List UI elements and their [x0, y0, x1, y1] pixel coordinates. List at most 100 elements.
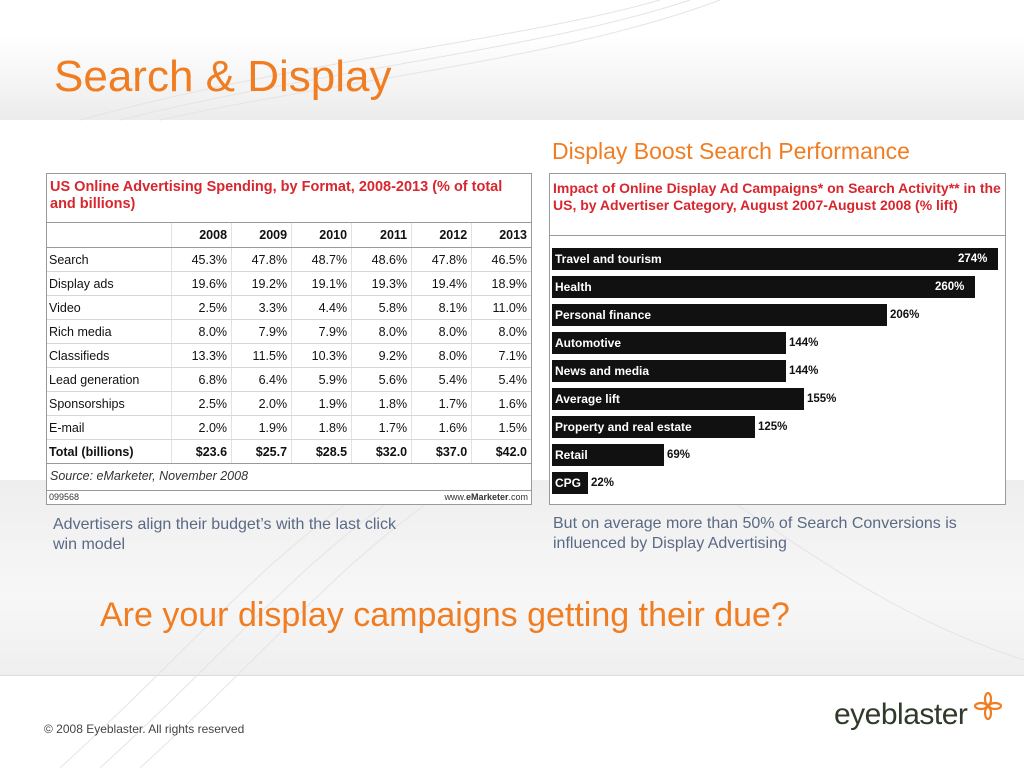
bar-value-label: 274%: [958, 253, 988, 265]
table-cell: 46.5%: [471, 247, 531, 272]
bar-value-label: 260%: [935, 281, 965, 293]
table-row-label: Total (billions): [47, 439, 172, 464]
table-cell: 19.6%: [170, 271, 232, 296]
bar: Retail: [552, 444, 664, 466]
table-cell: 7.9%: [291, 319, 352, 344]
table-cell: 13.3%: [170, 343, 232, 368]
bar-value-label: 206%: [890, 309, 920, 321]
emarketer-website: www.eMarketer.com: [444, 492, 528, 502]
table-cell: 1.8%: [291, 415, 352, 440]
bar: Average lift: [552, 388, 804, 410]
table-cell: 48.7%: [291, 247, 352, 272]
bar: Property and real estate: [552, 416, 755, 438]
table-cell: 19.1%: [291, 271, 352, 296]
table-cell: 11.0%: [471, 295, 531, 320]
table-cell: 6.8%: [170, 367, 232, 392]
table-header-cell: 2011: [351, 222, 412, 248]
bar: Travel and tourism: [552, 248, 998, 270]
table-cell: 2.0%: [231, 391, 292, 416]
table-cell: 2.0%: [170, 415, 232, 440]
table-cell: 11.5%: [231, 343, 292, 368]
table-cell: $25.7: [231, 439, 292, 464]
table-header-cell: 2013: [471, 222, 531, 248]
table-cell: 5.4%: [471, 367, 531, 392]
table-row-label: Rich media: [47, 319, 172, 344]
table-cell: 48.6%: [351, 247, 412, 272]
table-cell: 8.0%: [411, 319, 472, 344]
table-footer: 099568 www.eMarketer.com: [47, 490, 531, 504]
bar-row: Personal finance 206%: [552, 304, 998, 326]
table-cell: $28.5: [291, 439, 352, 464]
table-cell: 1.9%: [231, 415, 292, 440]
table-cell: 47.8%: [231, 247, 292, 272]
table-cell: 1.5%: [471, 415, 531, 440]
table-row: Lead generation 6.8% 6.4% 5.9% 5.6% 5.4% 5.4%: [47, 367, 531, 392]
table-cell: 1.6%: [411, 415, 472, 440]
table-cell: $42.0: [471, 439, 531, 464]
chart-title: Impact of Online Display Ad Campaigns* o…: [553, 180, 1001, 213]
table-header-cell: 2012: [411, 222, 472, 248]
table-cell: $32.0: [351, 439, 412, 464]
table-cell: 47.8%: [411, 247, 472, 272]
bar-value-label: 22%: [591, 477, 615, 489]
table-cell: 2.5%: [170, 295, 232, 320]
table-cell: 6.4%: [231, 367, 292, 392]
bar-row: Travel and tourism 274%: [552, 248, 998, 270]
table-header-row: 2008 2009 2010 2011 2012 2013: [47, 222, 531, 248]
table-cell: 1.7%: [411, 391, 472, 416]
table-cell: 4.4%: [291, 295, 352, 320]
table-cell: 1.9%: [291, 391, 352, 416]
table-row-label: Video: [47, 295, 172, 320]
table-row: Classifieds 13.3% 11.5% 10.3% 9.2% 8.0% 7.1%: [47, 343, 531, 368]
bar-value-label: 125%: [758, 421, 788, 433]
slide-subtitle: Display Boost Search Performance: [552, 138, 910, 164]
table-source: Source: eMarketer, November 2008: [50, 469, 249, 483]
table-header-cell: 2010: [291, 222, 352, 248]
bar-chart: Travel and tourism 274% Health 260% Personal…: [552, 248, 1002, 498]
table-cell: 7.1%: [471, 343, 531, 368]
table-cell: 1.7%: [351, 415, 412, 440]
table-cell: 5.6%: [351, 367, 412, 392]
table-row: Sponsorships 2.5% 2.0% 1.9% 1.8% 1.7% 1.6%: [47, 391, 531, 416]
table-cell: 45.3%: [170, 247, 232, 272]
table-row: Display ads 19.6% 19.2% 19.1% 19.3% 19.4% 18.9…: [47, 271, 531, 296]
table-row: Search 45.3% 47.8% 48.7% 48.6% 47.8% 46.5%: [47, 247, 531, 272]
table-cell: $37.0: [411, 439, 472, 464]
bar-row: Health 260%: [552, 276, 998, 298]
table-cell: 19.3%: [351, 271, 412, 296]
bar-row: CPG 22%: [552, 472, 998, 494]
caption-left: Advertisers align their budget’s with th…: [53, 516, 396, 553]
bar: Personal finance: [552, 304, 887, 326]
logo-text: eyeblaster: [834, 698, 968, 731]
bar-row: Retail 69%: [552, 444, 998, 466]
bar: CPG: [552, 472, 588, 494]
table-row: Rich media 8.0% 7.9% 7.9% 8.0% 8.0% 8.0%: [47, 319, 531, 344]
table-cell: 8.0%: [471, 319, 531, 344]
table-row-label: Lead generation: [47, 367, 172, 392]
table-header-cell: 2009: [231, 222, 292, 248]
chart-divider: [550, 235, 1005, 236]
table-cell: 5.4%: [411, 367, 472, 392]
table-cell: 8.0%: [411, 343, 472, 368]
table-row-label: E-mail: [47, 415, 172, 440]
table-row: Total (billions) $23.6 $25.7 $28.5 $32.0 $37.…: [47, 439, 531, 464]
bar-value-label: 155%: [807, 393, 837, 405]
slide-title: Search & Display: [54, 52, 392, 101]
table-cell: 2.5%: [170, 391, 232, 416]
table-cell: 19.2%: [231, 271, 292, 296]
table-cell: 9.2%: [351, 343, 412, 368]
chart-id: 099568: [49, 492, 80, 502]
lower-background: [0, 480, 1024, 675]
table-cell: 5.8%: [351, 295, 412, 320]
table-cell: 1.8%: [351, 391, 412, 416]
bar-row: Automotive 144%: [552, 332, 998, 354]
table-row-label: Classifieds: [47, 343, 172, 368]
table-cell: 5.9%: [291, 367, 352, 392]
table-row-label: Search: [47, 247, 172, 272]
table-cell: 18.9%: [471, 271, 531, 296]
table-header-cell: 2008: [170, 222, 232, 248]
eyeblaster-logo: eyeblaster: [834, 692, 1004, 742]
spending-table: 2008 2009 2010 2011 2012 2013 Search 45.3…: [47, 222, 531, 464]
table-cell: 10.3%: [291, 343, 352, 368]
closing-question: Are your display campaigns getting their…: [100, 596, 790, 634]
